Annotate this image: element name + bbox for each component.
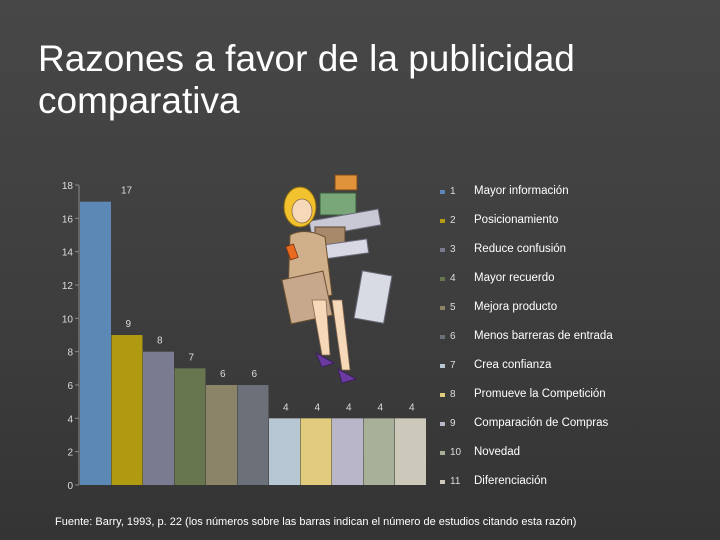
legend-number: 8 [450, 389, 456, 400]
legend-item: 9 Comparación de Compras [438, 414, 718, 434]
bar-3 [143, 351, 174, 485]
bar-1 [80, 201, 111, 485]
y-tick-label: 2 [67, 448, 73, 459]
bar-value-label: 8 [157, 336, 163, 347]
legend-number: 7 [450, 360, 456, 371]
y-tick-label: 4 [67, 414, 73, 425]
bar-value-label: 6 [220, 369, 226, 380]
y-tick-label: 14 [62, 248, 74, 259]
legend-label: Mayor recuerdo [474, 272, 555, 284]
bar-value-label: 4 [283, 402, 289, 413]
legend-label: Diferenciación [474, 475, 547, 487]
bar-value-label: 4 [314, 402, 320, 413]
legend-swatch [440, 277, 445, 281]
legend-swatch [440, 306, 445, 310]
bar-value-label: 9 [125, 319, 131, 330]
y-tick-label: 6 [67, 381, 73, 392]
legend-number: 9 [450, 418, 456, 429]
source-footnote: Fuente: Barry, 1993, p. 22 (los números … [55, 516, 577, 528]
bar-4 [174, 368, 206, 485]
legend-item: 1 Mayor información [438, 182, 718, 202]
legend-label: Mayor información [474, 185, 569, 197]
legend-swatch [440, 335, 445, 339]
legend-item: 2 Posicionamiento [438, 211, 718, 231]
bar-7 [269, 418, 300, 485]
bar-value-label: 4 [409, 402, 415, 413]
bar-2 [111, 335, 143, 485]
legend-label: Posicionamiento [474, 214, 559, 226]
legend-number: 10 [450, 447, 462, 458]
bar-value-label: 17 [121, 186, 133, 197]
legend-item: 3 Reduce confusión [438, 240, 718, 260]
bar-10 [363, 418, 395, 485]
shopping-woman-clipart-icon [281, 174, 393, 384]
bar-5 [206, 385, 237, 485]
legend-label: Reduce confusión [474, 243, 567, 255]
legend-item: 4 Mayor recuerdo [438, 269, 718, 289]
y-tick-label: 12 [62, 281, 74, 292]
legend-label: Crea confianza [474, 359, 552, 371]
legend-number: 4 [450, 273, 456, 284]
legend-label: Novedad [474, 446, 521, 458]
bar-11 [395, 418, 426, 485]
legend-label: Promueve la Competición [474, 388, 606, 400]
legend-swatch [440, 480, 445, 484]
legend-item: 6 Menos barreras de entrada [438, 327, 718, 347]
y-tick-label: 8 [67, 348, 73, 359]
legend-item: 5 Mejora producto [438, 298, 718, 318]
bar-value-label: 7 [188, 352, 194, 363]
bar-value-label: 6 [251, 369, 257, 380]
legend-item: 11 Diferenciación [438, 472, 718, 492]
legend-number: 5 [450, 302, 456, 313]
legend-swatch [440, 422, 445, 426]
legend-number: 3 [450, 244, 456, 255]
legend-swatch [440, 248, 445, 252]
legend-label: Comparación de Compras [474, 417, 609, 429]
bar-6 [237, 385, 269, 485]
bar-8 [300, 418, 332, 485]
legend-swatch [440, 219, 445, 223]
legend-item: 7 Crea confianza [438, 356, 718, 376]
legend-swatch [440, 393, 445, 397]
slide-title: Razones a favor de la publicidad compara… [38, 38, 575, 121]
legend-number: 6 [450, 331, 456, 342]
legend-swatch [440, 190, 445, 194]
legend-label: Menos barreras de entrada [474, 330, 613, 342]
bar-value-label: 4 [377, 402, 383, 413]
legend-label: Mejora producto [474, 301, 558, 313]
bar-9 [332, 418, 363, 485]
legend-number: 1 [450, 186, 456, 197]
legend-swatch [440, 451, 445, 455]
legend-number: 2 [450, 215, 456, 226]
y-tick-label: 18 [62, 181, 74, 192]
legend-swatch [440, 364, 445, 368]
y-tick-label: 16 [62, 214, 74, 225]
legend-item: 10 Novedad [438, 443, 718, 463]
y-tick-label: 10 [62, 314, 74, 325]
legend-item: 8 Promueve la Competición [438, 385, 718, 405]
bar-value-label: 4 [346, 402, 352, 413]
y-tick-label: 0 [67, 481, 73, 492]
legend-number: 11 [450, 476, 461, 487]
